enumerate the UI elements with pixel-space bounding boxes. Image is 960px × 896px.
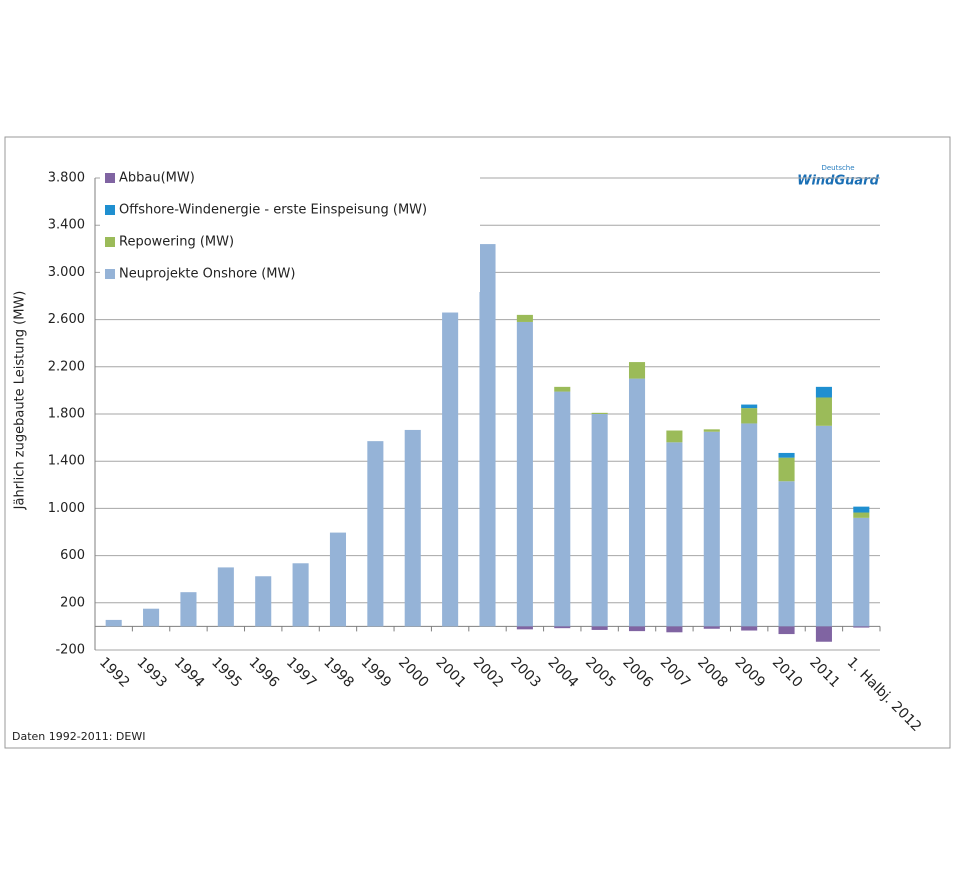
bar-segment — [703, 431, 720, 627]
bar-segment — [105, 619, 122, 627]
bar-segment — [329, 532, 347, 627]
y-tick-label: 200 — [60, 595, 85, 610]
bar-segment — [554, 386, 571, 392]
bar-segment — [741, 408, 758, 424]
legend-swatch — [105, 205, 115, 215]
y-tick-label: -200 — [55, 643, 85, 658]
legend-label: Repowering (MW) — [119, 235, 234, 250]
y-tick-label: 1.400 — [48, 454, 85, 469]
legend: Abbau(MW) Offshore-Windenergie - erste Ei… — [100, 162, 480, 292]
bar-segment — [741, 423, 758, 627]
bar-segment — [853, 626, 870, 628]
bar-segment — [815, 397, 832, 426]
logo: WindGuard — [797, 174, 879, 189]
y-tick-label: 2.200 — [48, 359, 85, 374]
bar-segment — [143, 608, 160, 627]
legend-swatch — [105, 237, 115, 247]
bar-segment — [367, 441, 384, 627]
bar-segment — [778, 481, 795, 627]
y-axis-label: Jährlich zugebaute Leistung (MW) — [13, 291, 28, 511]
bar-segment — [404, 429, 421, 627]
y-tick-label: 3.800 — [48, 171, 85, 186]
bar-segment — [516, 321, 533, 627]
y-tick-label: 1.800 — [48, 407, 85, 422]
bar-segment — [628, 378, 646, 627]
y-tick-label: 3.400 — [48, 218, 85, 233]
bar-segment — [666, 430, 683, 443]
bar-segment — [666, 626, 683, 633]
bar-segment — [591, 414, 608, 627]
bar-segment — [815, 626, 832, 642]
legend-label: Neuprojekte Onshore (MW) — [119, 267, 295, 282]
bar-segment — [628, 362, 646, 379]
bar-segment — [516, 626, 533, 630]
bar-segment — [815, 425, 832, 627]
legend-swatch — [105, 269, 115, 279]
bar-segment — [853, 517, 870, 627]
bar-segment — [815, 386, 832, 398]
y-tick-label: 600 — [60, 548, 85, 563]
legend-label: Offshore-Windenergie - erste Einspeisung… — [119, 203, 427, 218]
legend-label: Abbau(MW) — [119, 171, 195, 186]
plot: -200 200 600 1.000 1.400 1.800 2.200 2.600 3.000… — [48, 162, 924, 735]
y-tick-label: 3.000 — [48, 265, 85, 280]
bar-segment — [554, 391, 571, 627]
bar-segment — [442, 312, 459, 627]
bar-segment — [741, 404, 758, 409]
bar-segment — [554, 626, 571, 629]
bar-segment — [591, 626, 608, 630]
y-tick-label: 2.600 — [48, 312, 85, 327]
bar-segment — [516, 314, 533, 322]
logo-small: Deutsche — [821, 164, 854, 172]
bar-segment — [217, 567, 234, 627]
bar-segment — [591, 412, 608, 414]
bar-segment — [628, 626, 646, 632]
bar-segment — [853, 506, 870, 513]
bar-segment — [778, 457, 795, 482]
y-tick-label: 1.000 — [48, 501, 85, 516]
bar-segment — [853, 512, 870, 518]
bar-segment — [180, 592, 197, 627]
bar-segment — [778, 626, 795, 635]
bar-segment — [292, 563, 309, 627]
legend-swatch — [105, 173, 115, 183]
legend-background — [100, 162, 480, 292]
bar-segment — [703, 429, 720, 432]
bar-segment — [703, 626, 720, 629]
source-note: Daten 1992-2011: DEWI — [12, 730, 145, 743]
bar-segment — [255, 576, 272, 627]
bar-segment — [666, 442, 683, 627]
bar-segment — [479, 244, 496, 627]
bar-segment — [741, 626, 758, 631]
bar-segment — [778, 452, 795, 458]
